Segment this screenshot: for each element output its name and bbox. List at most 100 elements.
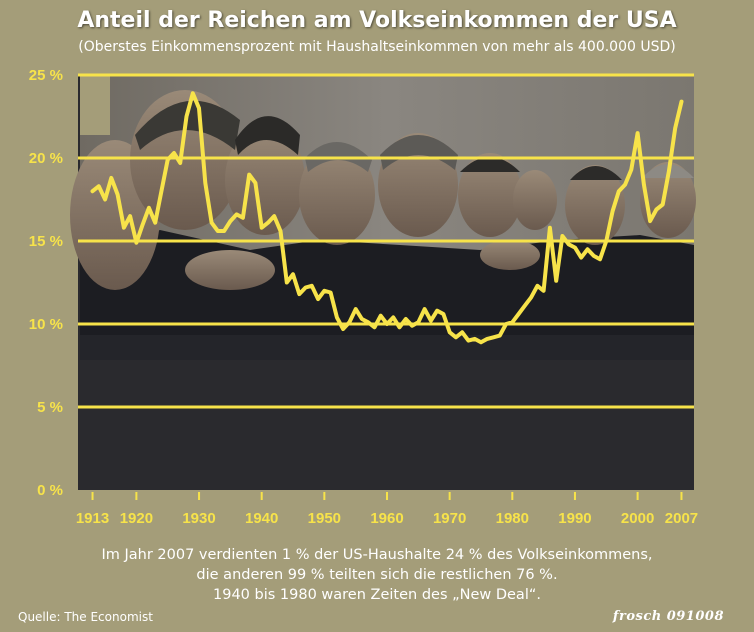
x-tick-label: 2007 <box>665 510 698 527</box>
data-point <box>297 292 301 296</box>
data-point <box>347 320 351 324</box>
data-point <box>379 314 383 318</box>
data-point <box>560 234 564 238</box>
data-point <box>185 115 189 118</box>
data-point <box>404 317 408 321</box>
data-point <box>134 241 138 245</box>
data-point <box>617 189 621 193</box>
data-point <box>153 221 157 225</box>
data-point <box>579 256 583 260</box>
data-point <box>648 219 652 223</box>
data-point <box>166 158 170 162</box>
data-point <box>623 183 627 187</box>
data-point <box>642 183 646 187</box>
data-point <box>159 189 163 193</box>
data-point <box>492 335 496 339</box>
x-tick-label: 2000 <box>621 510 654 527</box>
source-note: Quelle: The Economist <box>18 610 153 624</box>
x-tick-label: 1960 <box>370 510 403 527</box>
data-point <box>266 221 270 225</box>
data-point <box>322 289 326 293</box>
data-point <box>523 304 527 308</box>
data-point <box>203 181 207 185</box>
data-point <box>410 324 414 328</box>
footnote: Im Jahr 2007 verdienten 1 % der US-Haush… <box>0 545 754 605</box>
y-tick-label: 20 % <box>29 150 63 167</box>
data-point <box>554 279 558 283</box>
x-tick-label: 1930 <box>182 510 215 527</box>
y-axis-ticks: 0 % 5 % 10 % 15 % 20 % 25 % <box>29 67 63 499</box>
data-point <box>429 319 433 323</box>
y-tick-label: 5 % <box>37 399 63 416</box>
data-point <box>448 330 452 334</box>
data-point <box>535 284 539 288</box>
data-point <box>567 242 571 246</box>
data-point <box>91 189 95 193</box>
data-point <box>679 100 683 104</box>
data-point <box>604 239 608 243</box>
data-point <box>253 181 257 185</box>
x-tick-label: 1913 <box>76 510 109 527</box>
data-point <box>216 229 220 233</box>
data-point <box>116 193 120 197</box>
data-point <box>466 339 470 343</box>
chart-title: Anteil der Reichen am Volkseinkommen der… <box>77 8 677 33</box>
author-credit: frosch 091008 <box>612 609 724 624</box>
data-point <box>391 315 395 319</box>
data-point <box>529 295 533 299</box>
data-point <box>423 307 427 311</box>
x-tick-label: 1940 <box>245 510 278 527</box>
data-point <box>585 247 589 251</box>
x-axis-ticks: 1913 1920 1930 1940 1950 1960 1970 1980 1990 2000… <box>76 492 698 527</box>
data-point <box>435 309 439 313</box>
data-point <box>354 307 358 311</box>
data-point <box>260 226 264 230</box>
data-point <box>222 229 226 233</box>
data-point <box>285 281 289 284</box>
data-point <box>310 284 314 288</box>
data-point <box>278 229 282 233</box>
data-point <box>329 290 333 294</box>
data-point <box>398 325 402 329</box>
y-tick-label: 25 % <box>29 67 63 84</box>
x-tick-label: 1970 <box>433 510 466 527</box>
data-point <box>316 297 320 301</box>
data-point <box>247 173 251 177</box>
data-point <box>291 272 295 276</box>
data-point <box>366 320 370 324</box>
y-tick-label: 0 % <box>37 482 63 499</box>
y-tick-label: 15 % <box>29 233 63 250</box>
data-point <box>629 168 633 172</box>
data-point <box>510 320 514 324</box>
data-point <box>498 334 502 338</box>
data-point <box>542 289 546 293</box>
data-point <box>548 226 552 230</box>
data-point <box>103 198 107 201</box>
data-point <box>228 219 232 223</box>
data-point <box>372 325 376 329</box>
data-point <box>473 337 477 341</box>
data-point <box>479 340 483 344</box>
y-tick-label: 10 % <box>29 316 63 333</box>
data-point <box>673 126 677 130</box>
data-point <box>235 212 239 216</box>
data-point <box>517 312 521 316</box>
data-point <box>341 327 345 331</box>
footnote-line-3: 1940 bis 1980 waren Zeiten des „New Deal… <box>213 587 541 603</box>
data-point <box>97 184 101 188</box>
data-point <box>416 320 420 324</box>
data-point <box>191 91 195 95</box>
data-point <box>385 322 389 326</box>
data-point <box>197 106 201 110</box>
x-tick-label: 1920 <box>120 510 153 527</box>
data-point <box>360 317 364 321</box>
footnote-line-2: die anderen 99 % teilten sich die restli… <box>196 567 558 583</box>
x-tick-label: 1980 <box>496 510 529 527</box>
data-point <box>573 246 577 250</box>
data-point <box>304 285 308 289</box>
data-point <box>241 216 245 220</box>
footnote-line-1: Im Jahr 2007 verdienten 1 % der US-Haush… <box>101 547 653 563</box>
data-point <box>335 315 339 319</box>
data-point <box>485 337 489 341</box>
